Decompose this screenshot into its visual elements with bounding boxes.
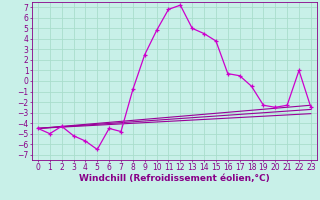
X-axis label: Windchill (Refroidissement éolien,°C): Windchill (Refroidissement éolien,°C) — [79, 174, 270, 183]
